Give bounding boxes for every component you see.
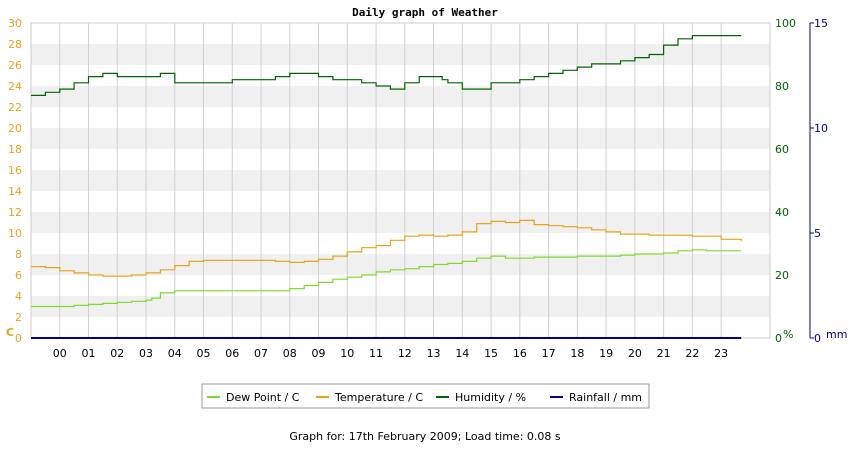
x-tick-label: 19 bbox=[599, 347, 613, 360]
series-line-temperature bbox=[31, 219, 742, 277]
legend: Dew Point / C Temperature / C Humidity / %… bbox=[201, 383, 650, 409]
x-tick-label: 07 bbox=[254, 347, 268, 360]
humidity-tick-label: 80 bbox=[775, 80, 789, 93]
left-tick-label: 12 bbox=[8, 206, 22, 219]
x-tick-label: 05 bbox=[197, 347, 211, 360]
grid-band bbox=[31, 149, 770, 170]
left-tick-label: 24 bbox=[8, 80, 22, 93]
rainfall-tick-label: 15 bbox=[814, 17, 828, 30]
left-tick-label: 4 bbox=[15, 290, 22, 303]
x-tick-label: 13 bbox=[427, 347, 441, 360]
grid-band bbox=[31, 275, 770, 296]
x-tick-label: 18 bbox=[570, 347, 584, 360]
x-tick-label: 06 bbox=[225, 347, 239, 360]
x-tick-label: 15 bbox=[484, 347, 498, 360]
series-lines bbox=[31, 35, 742, 339]
grid-band bbox=[31, 86, 770, 107]
x-tick-label: 04 bbox=[168, 347, 182, 360]
series-line-dew bbox=[31, 249, 742, 308]
grid-band bbox=[31, 128, 770, 149]
grid-band bbox=[31, 296, 770, 317]
footer-status: Graph for: 17th February 2009; Load time… bbox=[289, 430, 561, 443]
grid-band bbox=[31, 107, 770, 128]
grid-band bbox=[31, 23, 770, 44]
grid-band bbox=[31, 44, 770, 65]
left-tick-label: 26 bbox=[8, 59, 22, 72]
rainfall-tick-label: 5 bbox=[814, 227, 821, 240]
legend-label: Humidity / % bbox=[455, 391, 526, 404]
x-tick-label: 21 bbox=[657, 347, 671, 360]
left-tick-label: 28 bbox=[8, 38, 22, 51]
x-tick-label: 03 bbox=[139, 347, 153, 360]
x-tick-label: 16 bbox=[513, 347, 527, 360]
legend-label: Temperature / C bbox=[334, 391, 423, 404]
x-tick-label: 08 bbox=[283, 347, 297, 360]
left-tick-label: 16 bbox=[8, 164, 22, 177]
x-tick-label: 12 bbox=[398, 347, 412, 360]
humidity-tick-label: 100 bbox=[775, 17, 796, 30]
humidity-axis-unit: % bbox=[783, 328, 793, 341]
legend-label: Dew Point / C bbox=[226, 391, 300, 404]
rainfall-axis-unit: mm bbox=[826, 328, 847, 341]
grid-band bbox=[31, 65, 770, 86]
x-tick-label: 00 bbox=[53, 347, 67, 360]
left-tick-label: 18 bbox=[8, 143, 22, 156]
humidity-tick-label: 60 bbox=[775, 143, 789, 156]
left-tick-label: 8 bbox=[15, 248, 22, 261]
legend-label: Rainfall / mm bbox=[569, 391, 642, 404]
background-bands bbox=[30, 22, 771, 339]
humidity-axis-ticks: 0 20 40 60 80 100 bbox=[775, 17, 796, 345]
left-tick-label: 14 bbox=[8, 185, 22, 198]
grid-band bbox=[31, 212, 770, 233]
grid-band bbox=[31, 317, 770, 338]
humidity-tick-label: 40 bbox=[775, 206, 789, 219]
x-tick-label: 20 bbox=[628, 347, 642, 360]
grid-band bbox=[31, 191, 770, 212]
x-tick-label: 14 bbox=[455, 347, 469, 360]
x-tick-label: 22 bbox=[685, 347, 699, 360]
humidity-tick-label: 20 bbox=[775, 269, 789, 282]
humidity-tick-label: 0 bbox=[775, 332, 782, 345]
x-tick-label: 01 bbox=[82, 347, 96, 360]
series-line-humidity bbox=[31, 35, 742, 96]
left-tick-label: 10 bbox=[8, 227, 22, 240]
grid-band bbox=[31, 254, 770, 275]
left-tick-label: 6 bbox=[15, 269, 22, 282]
left-tick-label: 2 bbox=[15, 311, 22, 324]
grid-band bbox=[31, 170, 770, 191]
grid-band bbox=[31, 233, 770, 254]
left-tick-label: 30 bbox=[8, 17, 22, 30]
x-tick-label: 23 bbox=[714, 347, 728, 360]
chart-title: Daily graph of Weather bbox=[352, 6, 498, 19]
legend-box bbox=[201, 383, 650, 409]
x-axis-ticks: 00 01 02 03 04 05 06 07 08 09 10 11 12 13 14 15 16 17 18 19… bbox=[53, 347, 728, 360]
rainfall-tick-label: 10 bbox=[814, 122, 828, 135]
left-tick-label: 22 bbox=[8, 101, 22, 114]
x-tick-label: 09 bbox=[312, 347, 326, 360]
rainfall-axis-ticks: 0 5 10 15 bbox=[809, 17, 828, 345]
left-tick-label: 0 bbox=[15, 332, 22, 345]
x-tick-label: 11 bbox=[369, 347, 383, 360]
x-tick-label: 02 bbox=[110, 347, 124, 360]
left-tick-label: 20 bbox=[8, 122, 22, 135]
x-tick-label: 17 bbox=[542, 347, 556, 360]
left-axis-unit: C bbox=[6, 326, 14, 339]
x-tick-label: 10 bbox=[340, 347, 354, 360]
rainfall-tick-label: 0 bbox=[814, 332, 821, 345]
